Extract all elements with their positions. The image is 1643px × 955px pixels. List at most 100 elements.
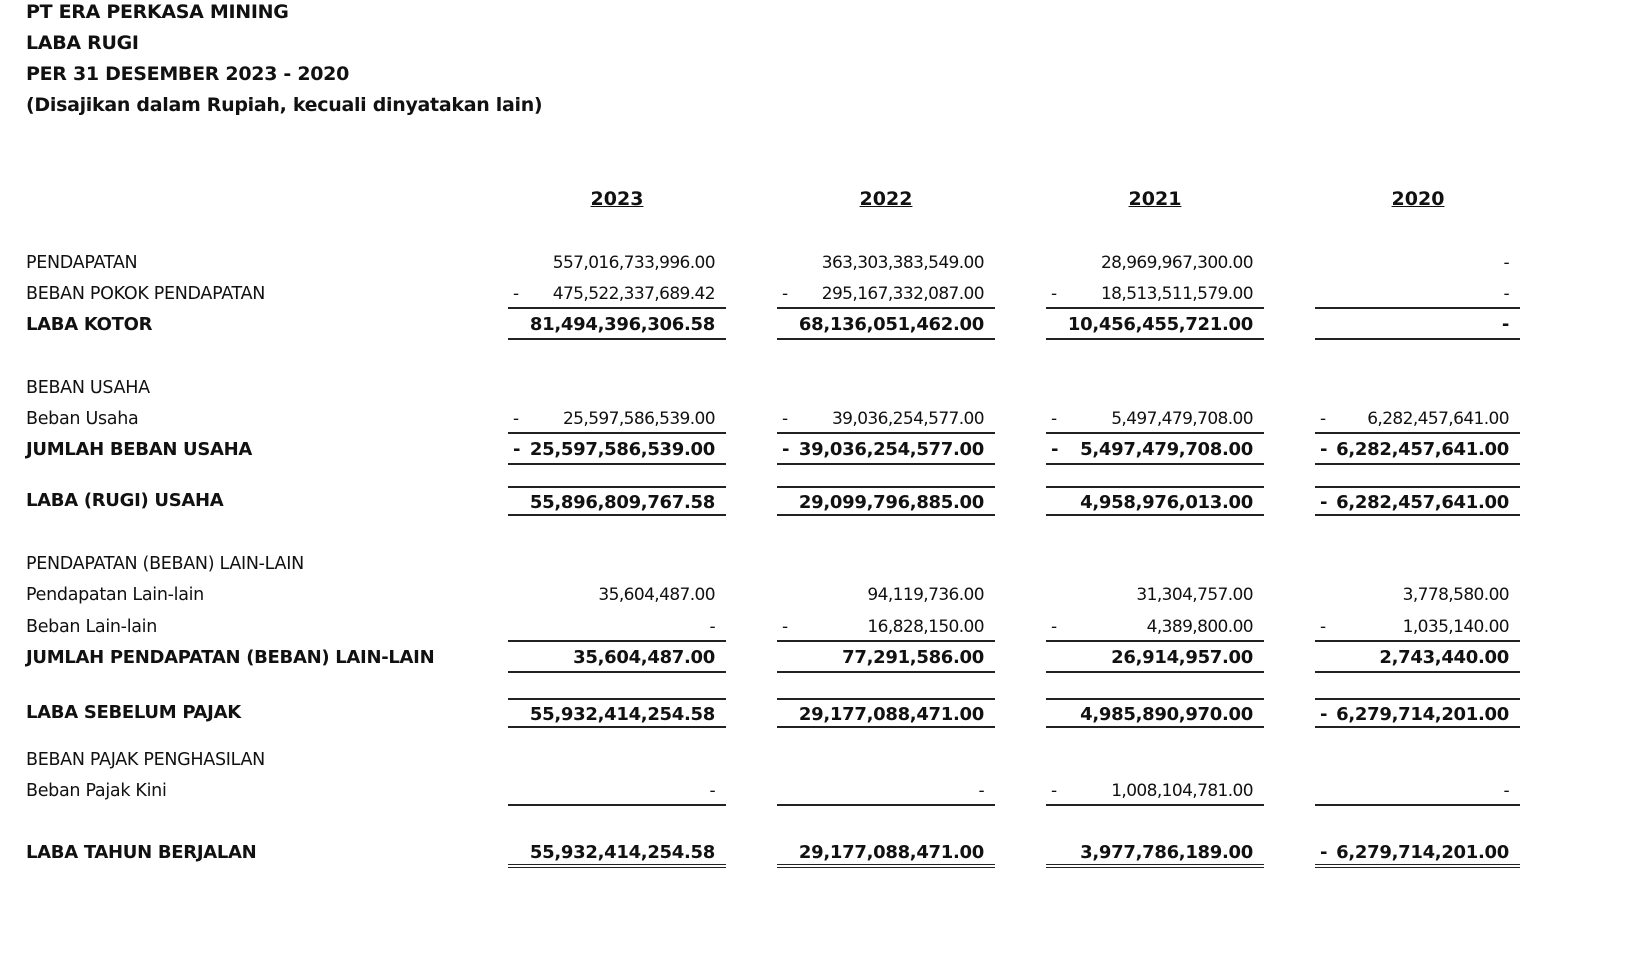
value-cell: - <box>1315 310 1520 340</box>
amount: 35,604,487.00 <box>573 647 715 668</box>
value-cell: - 1,008,104,781.00 <box>1046 776 1264 806</box>
negative-sign: - <box>513 439 521 460</box>
amount: 6,279,714,201.00 <box>1336 704 1509 725</box>
amount: 4,958,976,013.00 <box>1080 492 1253 513</box>
row-label: Beban Usaha <box>26 409 139 429</box>
amount: 55,932,414,254.58 <box>529 704 715 725</box>
value-cell: - 295,167,332,087.00 <box>777 279 995 309</box>
negative-sign: - <box>1320 704 1328 725</box>
amount: 29,099,796,885.00 <box>798 492 984 513</box>
row-label: JUMLAH PENDAPATAN (BEBAN) LAIN-LAIN <box>26 647 435 668</box>
amount: 29,177,088,471.00 <box>798 704 984 725</box>
amount: - <box>1503 284 1509 304</box>
row-label: Beban Lain-lain <box>26 617 158 637</box>
amount: 39,036,254,577.00 <box>798 439 984 460</box>
value-cell: 29,099,796,885.00 <box>777 486 995 516</box>
value-cell: -39,036,254,577.00 <box>777 435 995 465</box>
amount: 295,167,332,087.00 <box>821 284 985 304</box>
value-cell: 4,985,890,970.00 <box>1046 698 1264 728</box>
amount: - <box>1503 781 1509 801</box>
value-cell: 31,304,757.00 <box>1046 580 1264 610</box>
value-cell: 28,969,967,300.00 <box>1046 248 1264 278</box>
value-cell: - <box>1315 776 1520 806</box>
amount: 68,136,051,462.00 <box>798 314 984 335</box>
value-cell: - 4,389,800.00 <box>1046 612 1264 642</box>
negative-sign: - <box>1051 439 1059 460</box>
row-label: LABA KOTOR <box>26 314 153 335</box>
amount: 1,035,140.00 <box>1402 617 1510 637</box>
row-label: LABA SEBELUM PAJAK <box>26 702 241 723</box>
value-cell: 35,604,487.00 <box>508 580 726 610</box>
amount: 18,513,511,579.00 <box>1100 284 1254 304</box>
row-label: Pendapatan Lain-lain <box>26 585 204 605</box>
company-name: PT ERA PERKASA MINING <box>26 1 289 23</box>
amount: - <box>709 781 715 801</box>
row-label: JUMLAH BEBAN USAHA <box>26 439 253 460</box>
amount: 77,291,586.00 <box>842 647 984 668</box>
value-cell: - 16,828,150.00 <box>777 612 995 642</box>
year-header: 2022 <box>859 188 913 210</box>
amount: 557,016,733,996.00 <box>552 253 716 273</box>
amount: 5,497,479,708.00 <box>1080 439 1253 460</box>
amount: 4,389,800.00 <box>1146 617 1254 637</box>
year-header: 2023 <box>590 188 644 210</box>
amount: 94,119,736.00 <box>867 585 984 605</box>
negative-sign: - <box>1320 617 1326 637</box>
negative-sign: - <box>782 409 788 429</box>
amount: 31,304,757.00 <box>1136 585 1253 605</box>
amount: 5,497,479,708.00 <box>1111 409 1253 429</box>
value-cell: 4,958,976,013.00 <box>1046 486 1264 516</box>
negative-sign: - <box>1051 409 1057 429</box>
negative-sign: - <box>782 284 788 304</box>
value-cell: - <box>777 776 995 806</box>
amount: 475,522,337,689.42 <box>552 284 716 304</box>
value-cell: -6,282,457,641.00 <box>1315 404 1520 434</box>
amount: 39,036,254,577.00 <box>831 409 985 429</box>
value-cell: - <box>1315 248 1520 278</box>
value-cell: 363,303,383,549.00 <box>777 248 995 278</box>
value-cell: - 18,513,511,579.00 <box>1046 279 1264 309</box>
value-cell: 3,778,580.00 <box>1315 580 1520 610</box>
report-note: (Disajikan dalam Rupiah, kecuali dinyata… <box>26 94 543 116</box>
row-label: Beban Pajak Kini <box>26 781 167 801</box>
value-cell: -25,597,586,539.00 <box>508 435 726 465</box>
value-cell: 26,914,957.00 <box>1046 643 1264 673</box>
value-cell: 55,932,414,254.58 <box>508 838 726 868</box>
value-cell: -5,497,479,708.00 <box>1046 435 1264 465</box>
value-cell: 3,977,786,189.00 <box>1046 838 1264 868</box>
value-cell: 77,291,586.00 <box>777 643 995 673</box>
amount: 6,282,457,641.00 <box>1336 492 1509 513</box>
negative-sign: - <box>1051 617 1057 637</box>
row-label: PENDAPATAN (BEBAN) LAIN-LAIN <box>26 554 304 574</box>
value-cell: - 1,035,140.00 <box>1315 612 1520 642</box>
value-cell: 2,743,440.00 <box>1315 643 1520 673</box>
value-cell: -6,282,457,641.00 <box>1315 486 1520 516</box>
amount: - <box>709 617 715 637</box>
value-cell: 68,136,051,462.00 <box>777 310 995 340</box>
negative-sign: - <box>782 617 788 637</box>
value-cell: - 475,522,337,689.42 <box>508 279 726 309</box>
value-cell: - <box>508 776 726 806</box>
amount: 16,828,150.00 <box>867 617 984 637</box>
value-cell: 10,456,455,721.00 <box>1046 310 1264 340</box>
amount: 55,896,809,767.58 <box>529 492 715 513</box>
row-label: LABA TAHUN BERJALAN <box>26 842 257 863</box>
report-title: LABA RUGI <box>26 32 139 54</box>
amount: 6,279,714,201.00 <box>1336 842 1509 863</box>
negative-sign: - <box>513 284 519 304</box>
amount: 81,494,396,306.58 <box>529 314 715 335</box>
row-label: LABA (RUGI) USAHA <box>26 490 224 511</box>
year-header: 2021 <box>1128 188 1182 210</box>
negative-sign: - <box>1051 781 1057 801</box>
negative-sign: - <box>513 409 519 429</box>
amount: 3,977,786,189.00 <box>1080 842 1253 863</box>
amount: 1,008,104,781.00 <box>1111 781 1253 801</box>
value-cell: -25,597,586,539.00 <box>508 404 726 434</box>
amount: 35,604,487.00 <box>598 585 715 605</box>
value-cell: 29,177,088,471.00 <box>777 698 995 728</box>
row-label: BEBAN USAHA <box>26 378 150 398</box>
value-cell: - 39,036,254,577.00 <box>777 404 995 434</box>
value-cell: -6,279,714,201.00 <box>1315 838 1520 868</box>
value-cell: 55,932,414,254.58 <box>508 698 726 728</box>
row-label: BEBAN POKOK PENDAPATAN <box>26 284 266 304</box>
